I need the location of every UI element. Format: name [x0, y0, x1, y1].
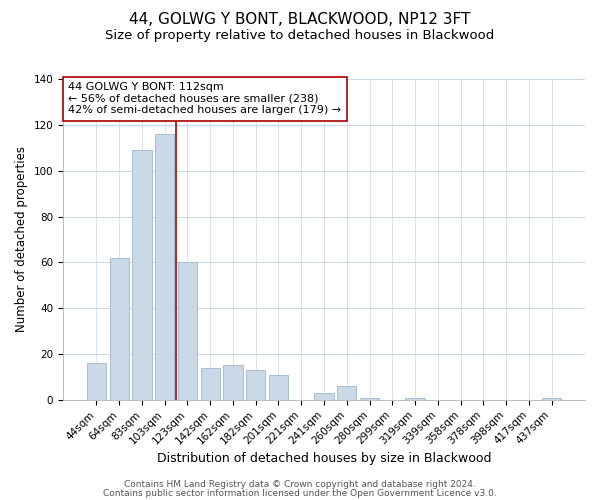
X-axis label: Distribution of detached houses by size in Blackwood: Distribution of detached houses by size … — [157, 452, 491, 465]
Text: Contains public sector information licensed under the Open Government Licence v3: Contains public sector information licen… — [103, 488, 497, 498]
Text: 44 GOLWG Y BONT: 112sqm
← 56% of detached houses are smaller (238)
42% of semi-d: 44 GOLWG Y BONT: 112sqm ← 56% of detache… — [68, 82, 341, 116]
Text: Size of property relative to detached houses in Blackwood: Size of property relative to detached ho… — [106, 29, 494, 42]
Text: 44, GOLWG Y BONT, BLACKWOOD, NP12 3FT: 44, GOLWG Y BONT, BLACKWOOD, NP12 3FT — [130, 12, 470, 28]
Bar — [314, 393, 334, 400]
Bar — [155, 134, 175, 400]
Text: Contains HM Land Registry data © Crown copyright and database right 2024.: Contains HM Land Registry data © Crown c… — [124, 480, 476, 489]
Bar — [223, 366, 242, 400]
Bar — [132, 150, 152, 400]
Bar — [542, 398, 561, 400]
Bar — [87, 363, 106, 400]
Bar — [337, 386, 356, 400]
Bar — [246, 370, 265, 400]
Bar — [269, 374, 288, 400]
Y-axis label: Number of detached properties: Number of detached properties — [15, 146, 28, 332]
Bar — [110, 258, 129, 400]
Bar — [200, 368, 220, 400]
Bar — [360, 398, 379, 400]
Bar — [406, 398, 425, 400]
Bar — [178, 262, 197, 400]
